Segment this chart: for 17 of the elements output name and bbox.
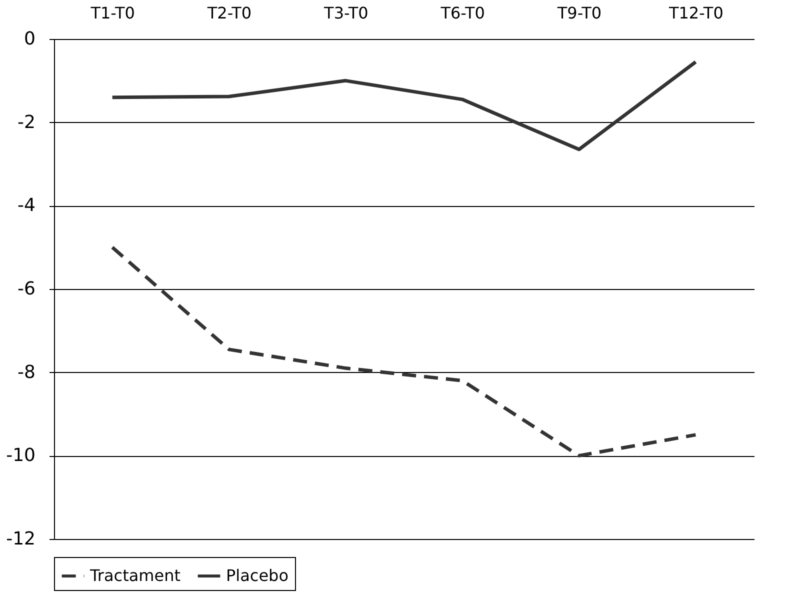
y-tick-label: -6: [18, 278, 36, 300]
y-tick-label: -2: [18, 112, 36, 133]
y-tick-label: -4: [18, 195, 36, 216]
legend-label: Placebo: [226, 566, 288, 585]
x-tick-label: T1-T0: [90, 4, 135, 22]
x-tick-label: T2-T0: [206, 4, 252, 22]
line-series: [110, 246, 698, 458]
legend-label: Tractament: [89, 566, 181, 585]
line-series: [110, 60, 698, 152]
x-tick-label: T3-T0: [323, 4, 368, 22]
y-tick-label: -12: [6, 528, 36, 550]
y-tick-label: 0: [24, 28, 36, 50]
y-tick-label: -10: [6, 445, 36, 466]
x-tick-label: T6-T0: [440, 4, 485, 22]
y-tick-label: -8: [18, 362, 36, 383]
x-tick-label: T9-T0: [556, 4, 602, 22]
x-tick-label: T12-T0: [668, 4, 724, 22]
